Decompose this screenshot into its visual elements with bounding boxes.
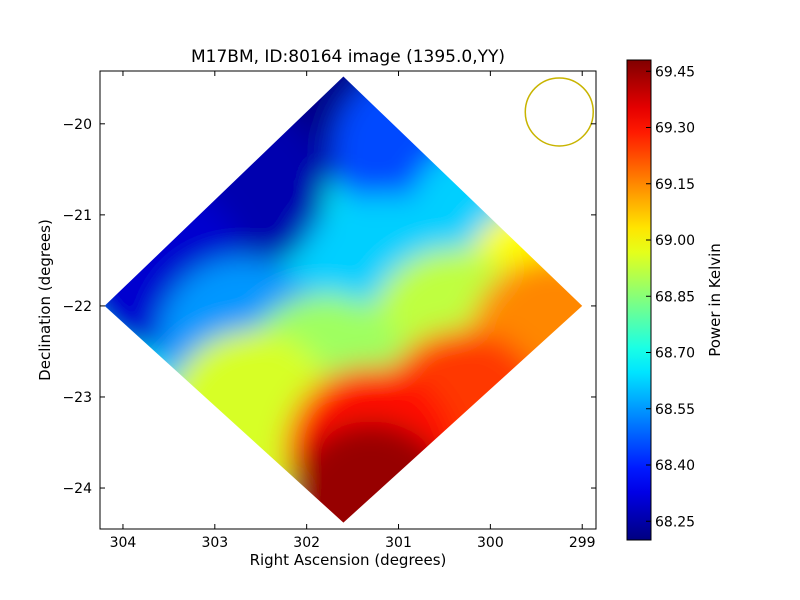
colorbar-tick-label: 69.15 bbox=[655, 177, 695, 193]
colorbar-tick-label: 68.25 bbox=[655, 514, 695, 530]
x-axis-label: Right Ascension (degrees) bbox=[250, 551, 447, 569]
beam-circle bbox=[524, 77, 594, 147]
chart-title: M17BM, ID:80164 image (1395.0,YY) bbox=[191, 47, 505, 67]
colorbar-tick-label: 68.70 bbox=[655, 346, 695, 362]
colorbar-tick-label: 69.00 bbox=[655, 233, 695, 249]
y-tick-label: −24 bbox=[62, 481, 92, 497]
y-tick-label: −20 bbox=[62, 117, 92, 133]
x-tick-label: 300 bbox=[477, 535, 504, 551]
colorbar-tick-label: 69.30 bbox=[655, 121, 695, 137]
x-tick-label: 304 bbox=[110, 535, 137, 551]
y-axis-label: Declination (degrees) bbox=[36, 219, 54, 381]
y-axis: −20 −21 −22 −23 −24 bbox=[62, 117, 596, 497]
y-tick-label: −23 bbox=[62, 390, 92, 406]
plot-frame bbox=[99, 70, 597, 530]
colorbar-tick-label: 68.55 bbox=[655, 402, 695, 418]
y-tick-label: −22 bbox=[62, 299, 92, 315]
x-tick-label: 299 bbox=[569, 535, 596, 551]
x-tick-label: 302 bbox=[293, 535, 320, 551]
colorbar-ticks: 69.45 69.30 69.15 69.00 68.85 68.70 68.55 68.40… bbox=[646, 64, 695, 530]
colorbar-tick-label: 69.45 bbox=[655, 64, 695, 80]
heatmap-footprint bbox=[104, 76, 583, 523]
y-tick-label: −21 bbox=[62, 208, 92, 224]
x-axis: 304 303 302 301 300 299 bbox=[110, 71, 596, 551]
x-tick-label: 301 bbox=[385, 535, 412, 551]
x-tick-label: 303 bbox=[201, 535, 228, 551]
colorbar-tick-label: 68.85 bbox=[655, 289, 695, 305]
colorbar bbox=[626, 59, 652, 541]
colorbar-label: Power in Kelvin bbox=[706, 243, 724, 357]
colorbar-tick-label: 68.40 bbox=[655, 458, 695, 474]
